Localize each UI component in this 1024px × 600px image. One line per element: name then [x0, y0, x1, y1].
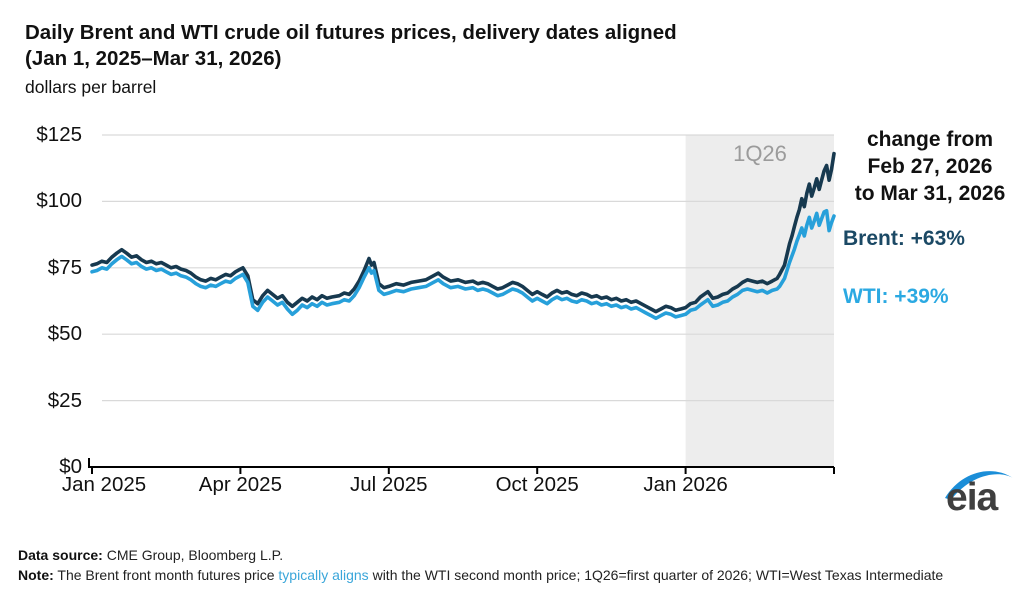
- data-source-text: CME Group, Bloomberg L.P.: [102, 547, 284, 563]
- x-axis-label: Jan 2026: [643, 473, 728, 496]
- note-link[interactable]: typically aligns: [278, 567, 369, 583]
- y-axis-label: $50: [47, 322, 82, 346]
- change-heading-line3: to Mar 31, 2026: [854, 182, 1006, 205]
- x-axis-label: Apr 2025: [198, 473, 282, 496]
- x-axis-label: Jul 2025: [350, 473, 428, 496]
- note-line: Note: The Brent front month futures pric…: [18, 565, 1018, 585]
- x-axis-label: Oct 2025: [495, 473, 579, 496]
- chart-title-line1: Daily Brent and WTI crude oil futures pr…: [25, 21, 677, 44]
- footer: Data source: CME Group, Bloomberg L.P. N…: [18, 545, 1018, 585]
- note-label: Note:: [18, 567, 54, 583]
- chart-title-line2: (Jan 1, 2025–Mar 31, 2026): [25, 47, 282, 70]
- y-axis-label: $75: [47, 255, 82, 279]
- brent-price-line: [90, 151, 836, 314]
- wti-change-label: WTI: +39%: [843, 285, 949, 308]
- shaded-region-label: 1Q26: [733, 141, 787, 166]
- y-axis-label: $0: [59, 455, 82, 478]
- change-heading-line2: Feb 27, 2026: [867, 155, 993, 178]
- chart-subtitle: dollars per barrel: [25, 77, 157, 97]
- data-source-line: Data source: CME Group, Bloomberg L.P.: [18, 545, 1018, 565]
- y-axis-label: $25: [47, 388, 82, 412]
- eia-logo-swoosh-icon: [945, 471, 1013, 500]
- chart-title: Daily Brent and WTI crude oil futures pr…: [25, 20, 677, 72]
- change-heading-line1: change from: [866, 128, 994, 151]
- data-source-label: Data source:: [18, 547, 103, 563]
- eia-logo: eia: [945, 471, 1013, 519]
- y-axis-label: $125: [36, 123, 82, 146]
- change-annotation-heading: change from Feb 27, 2026 to Mar 31, 2026: [838, 126, 1022, 207]
- eia-logo-text: eia: [946, 476, 999, 519]
- x-axis-label: Jan 2025: [61, 473, 147, 496]
- wti-price-line: [90, 208, 836, 321]
- y-axis-label: $100: [36, 189, 82, 213]
- note-text-2: with the WTI second month price; 1Q26=fi…: [368, 567, 944, 583]
- brent-change-label: Brent: +63%: [843, 227, 965, 250]
- note-text-1: The Brent front month futures price: [53, 567, 279, 583]
